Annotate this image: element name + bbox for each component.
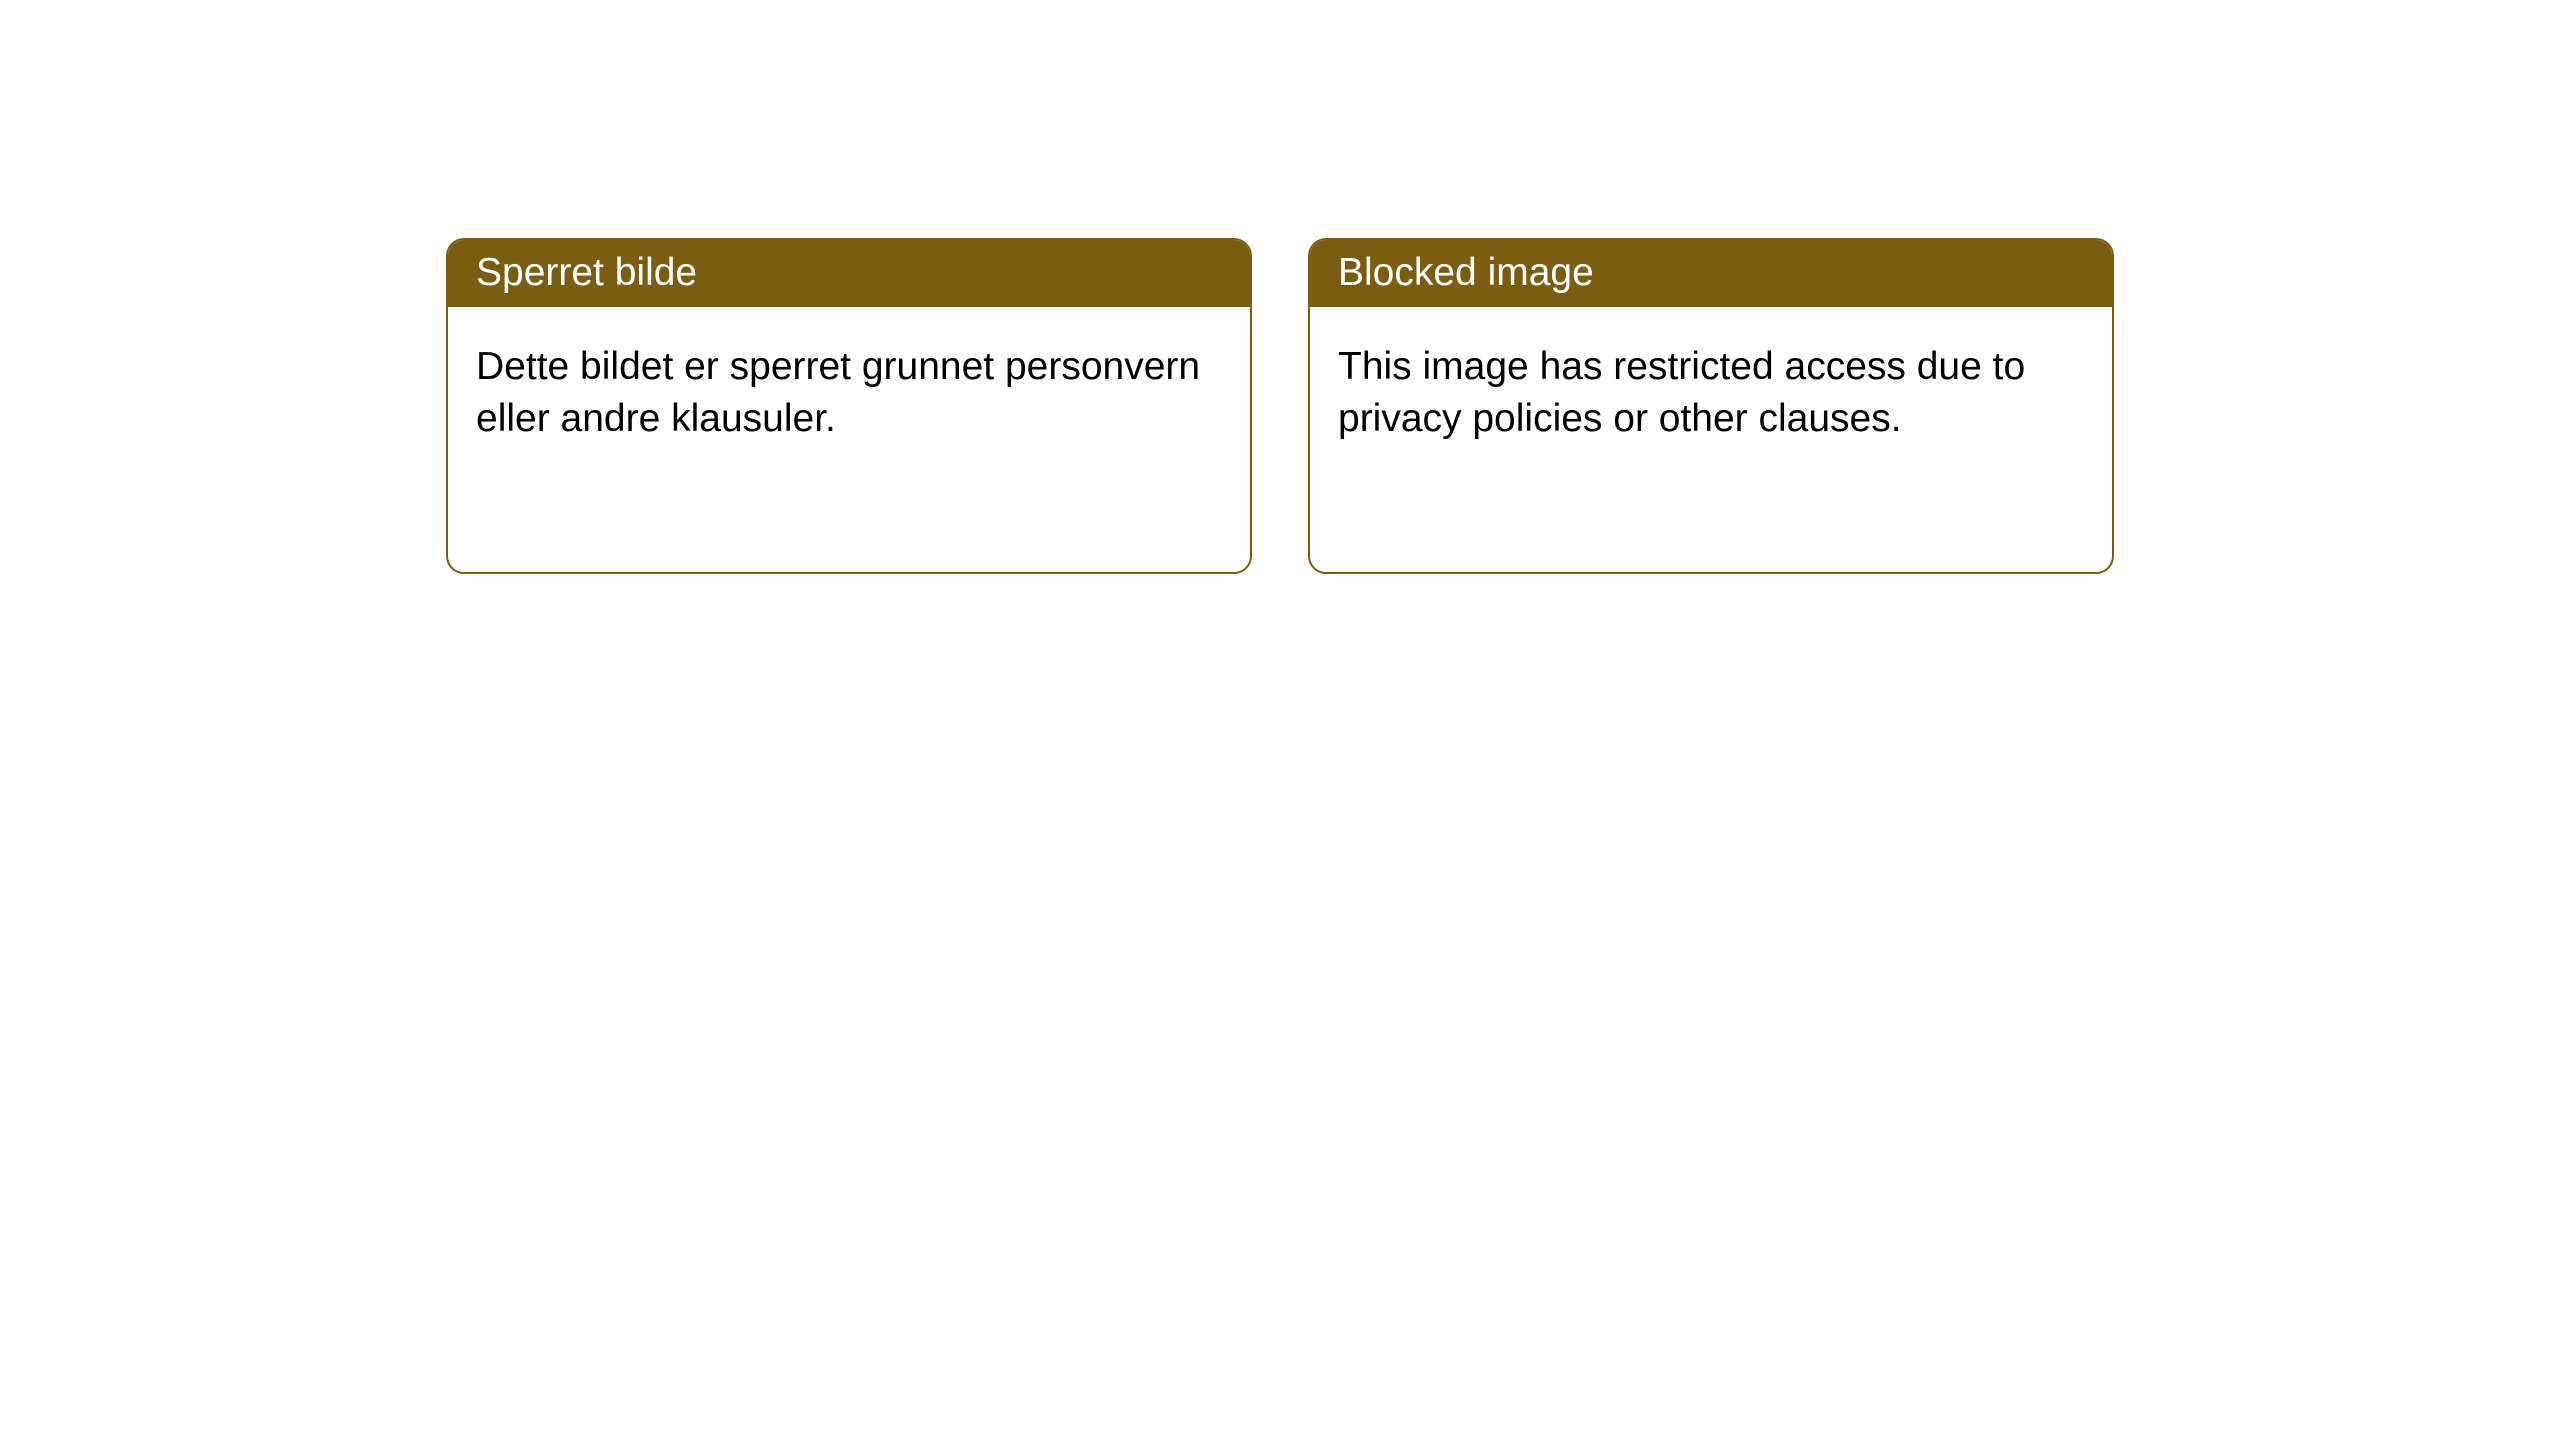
- card-header: Blocked image: [1310, 240, 2112, 307]
- notice-cards-container: Sperret bilde Dette bildet er sperret gr…: [446, 238, 2114, 574]
- card-body: This image has restricted access due to …: [1310, 307, 2112, 480]
- notice-card-norwegian: Sperret bilde Dette bildet er sperret gr…: [446, 238, 1252, 574]
- notice-card-english: Blocked image This image has restricted …: [1308, 238, 2114, 574]
- card-header: Sperret bilde: [448, 240, 1250, 307]
- card-body: Dette bildet er sperret grunnet personve…: [448, 307, 1250, 480]
